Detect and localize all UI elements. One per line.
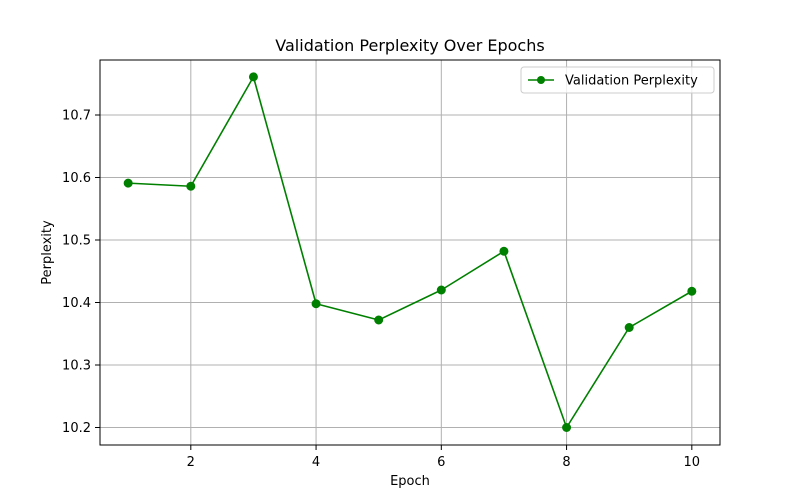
y-tick-label: 10.5 [62, 234, 91, 249]
y-tick-label: 10.6 [62, 171, 91, 186]
series-line [128, 76, 693, 429]
data-point [562, 423, 572, 432]
data-point [499, 246, 509, 256]
x-tick-label: 2 [187, 455, 195, 470]
data-point [687, 286, 697, 296]
series-layer [123, 72, 697, 432]
legend-entry-label: Validation Perplexity [565, 74, 698, 89]
chart-title: Validation Perplexity Over Epochs [275, 36, 544, 55]
y-tick-label: 10.3 [62, 359, 91, 374]
grid [100, 60, 720, 445]
y-tick-label: 10.2 [62, 421, 91, 436]
x-axis-label: Epoch [390, 474, 430, 489]
axis-ticks: 2 4 6 8 10 10.2 10.3 10.4 10.5 10.6 10.7 [62, 109, 700, 471]
data-point [374, 315, 384, 325]
plot-area-frame [99, 59, 721, 446]
x-tick-label: 4 [312, 455, 320, 470]
data-point [123, 178, 133, 188]
y-axis-label: Perplexity [40, 220, 55, 285]
legend: Validation Perplexity [520, 66, 715, 94]
data-point [311, 299, 321, 309]
x-tick-label: 8 [562, 455, 570, 470]
legend-marker-swatch [537, 76, 545, 84]
data-point [186, 181, 196, 191]
data-point [624, 323, 634, 332]
data-point [248, 72, 258, 82]
data-point [436, 285, 446, 295]
legend-box [520, 66, 715, 94]
x-tick-label: 10 [684, 455, 701, 470]
x-tick-label: 6 [437, 455, 445, 470]
y-tick-label: 10.7 [62, 109, 91, 124]
y-tick-label: 10.4 [62, 296, 91, 311]
